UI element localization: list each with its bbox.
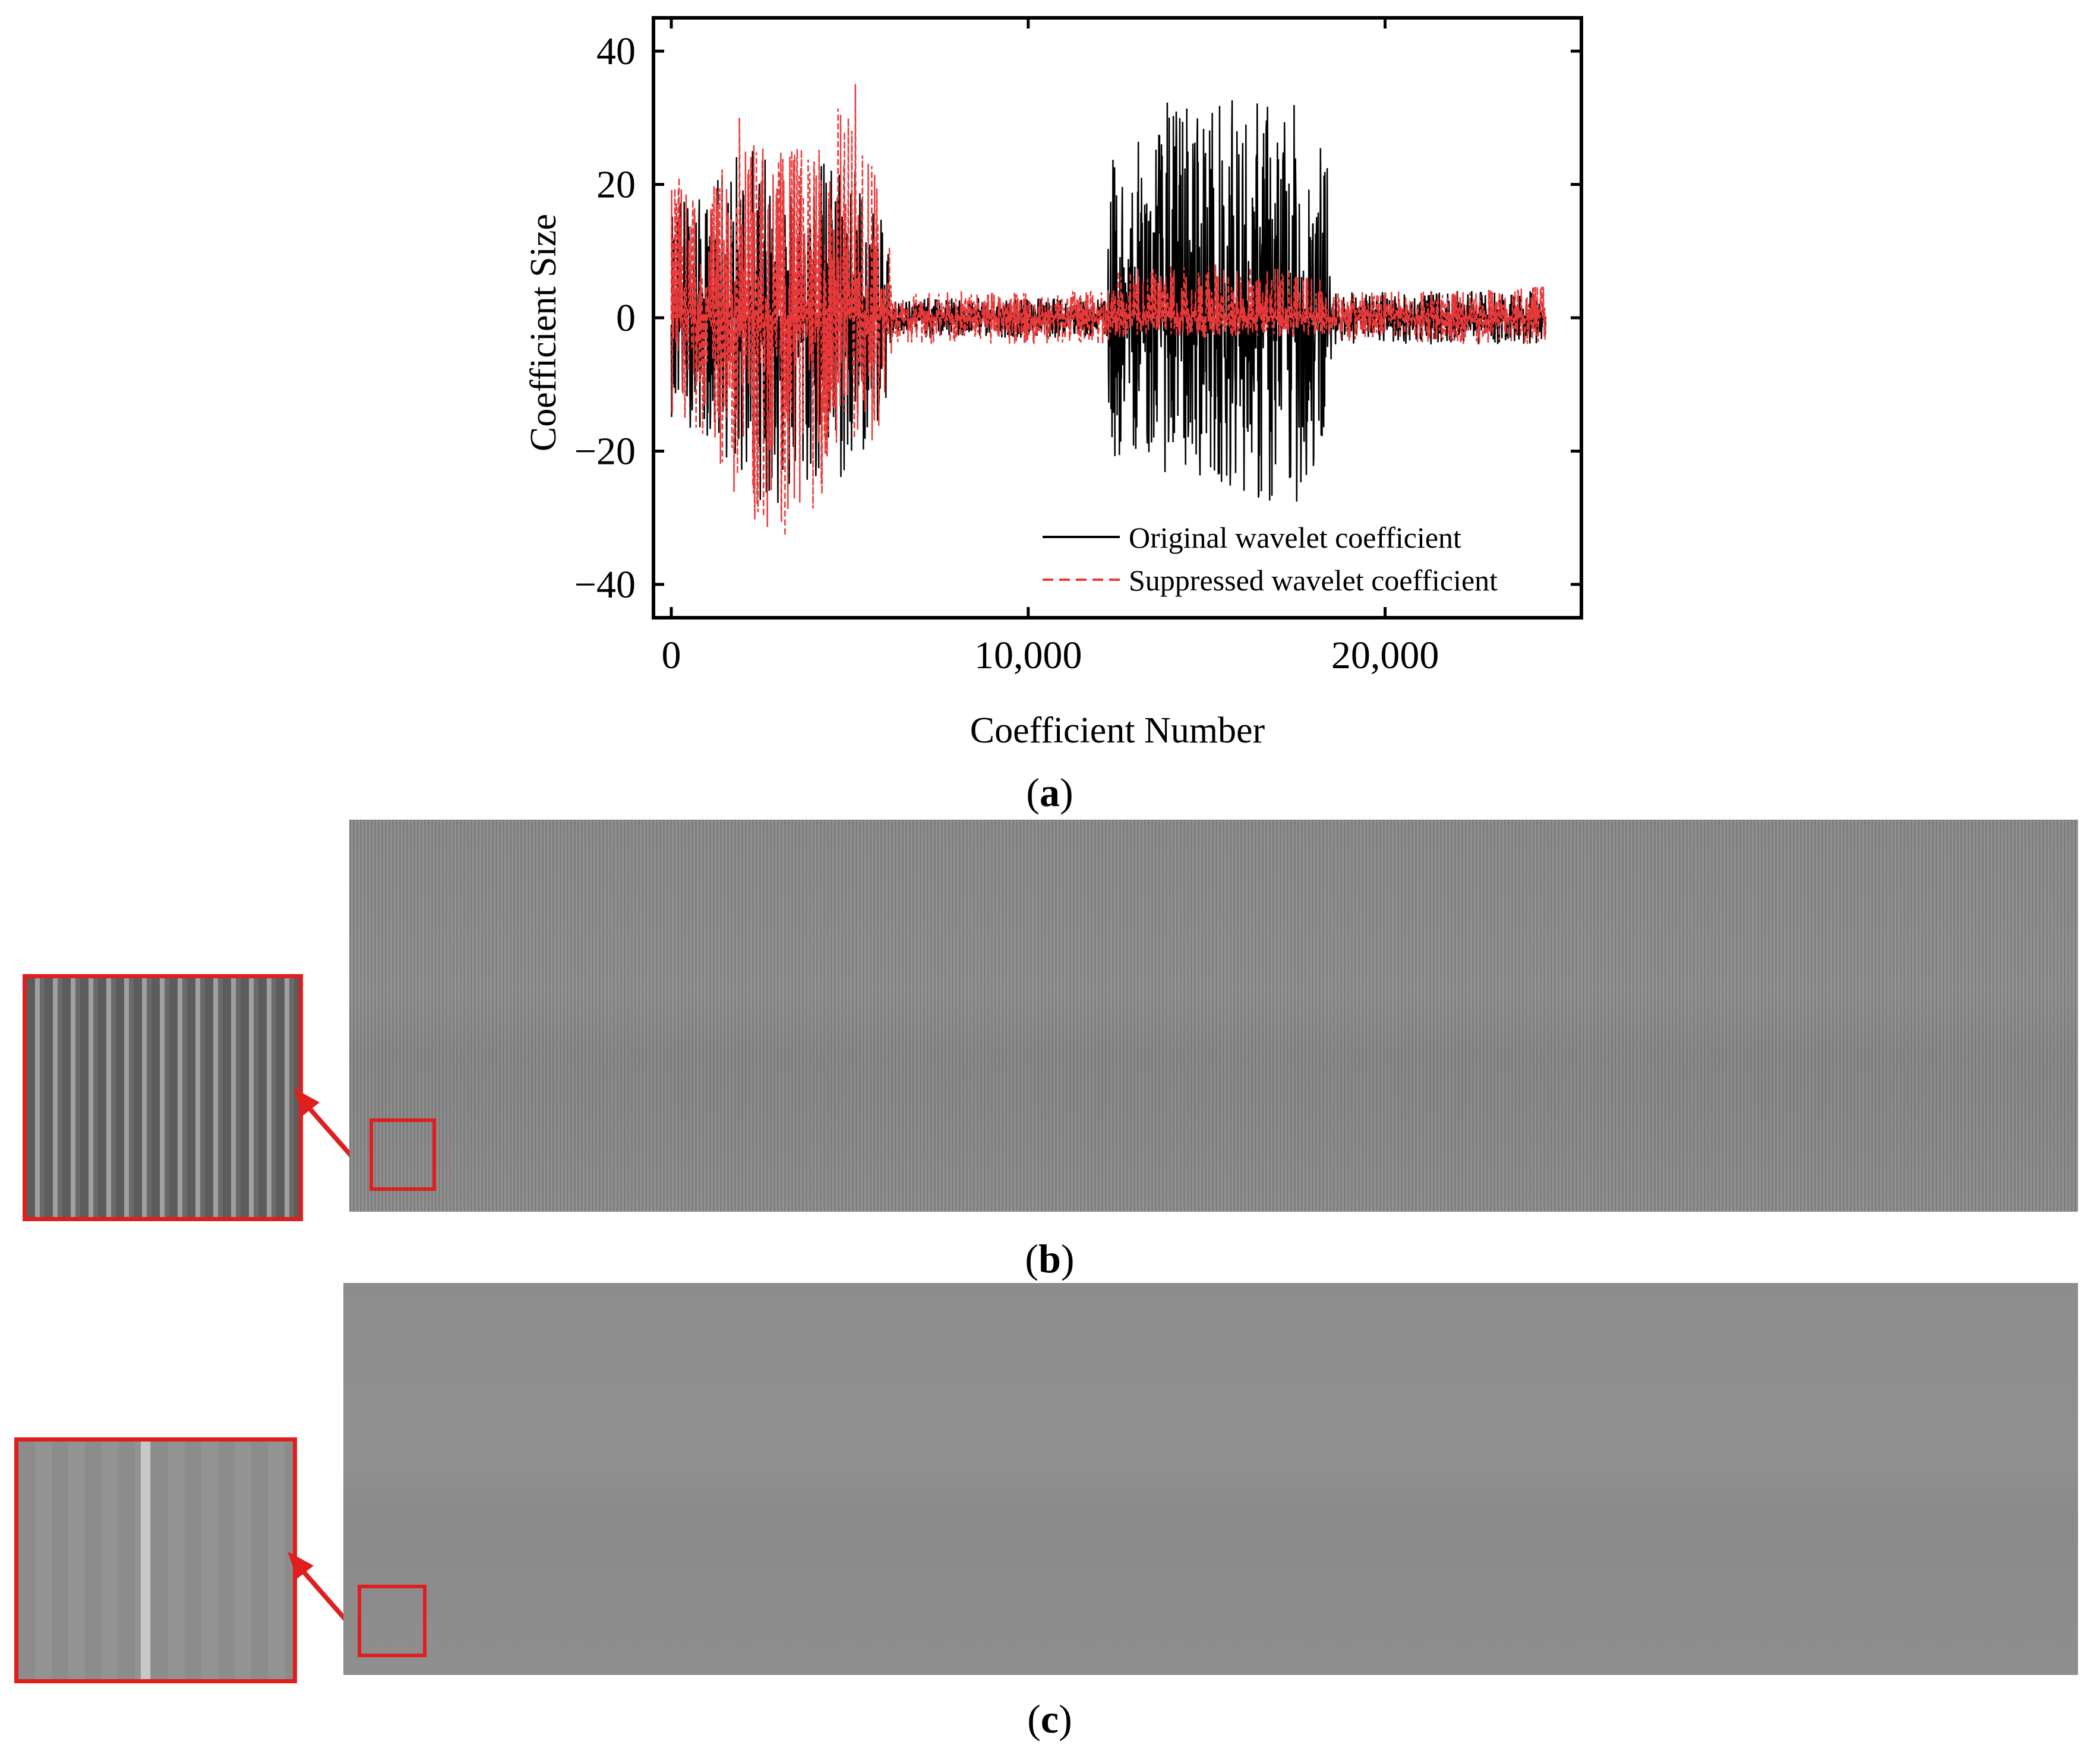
wavelet-image-suppressed	[343, 1283, 2078, 1675]
y-tick-label-3: −20	[574, 429, 636, 473]
y-axis-label: Coefficient Size	[523, 214, 564, 451]
y-tick-label-1: 20	[596, 163, 636, 207]
x-tick-label-0: 0	[662, 634, 681, 677]
series-line-1	[670, 84, 1547, 536]
zoom-inset-b	[23, 974, 303, 1221]
y-tick-label-0: 40	[596, 30, 636, 73]
panel-b	[0, 820, 2100, 1221]
highlight-box-c	[358, 1585, 427, 1657]
caption-a: (a)	[1026, 770, 1073, 815]
series-suppressed-wavelet-coefficient	[670, 84, 1547, 536]
x-axis-ticks: 0 10,000 20,000	[662, 18, 1439, 677]
legend: Original wavelet coefficient Suppressed …	[1043, 521, 1498, 597]
panel-c	[0, 1283, 2100, 1683]
x-axis-label: Coefficient Number	[970, 710, 1265, 751]
legend-label-original: Original wavelet coefficient	[1129, 521, 1461, 554]
y-axis-ticks: 40 20 0 −20 −40	[574, 30, 1581, 606]
x-tick-label-2: 20,000	[1331, 634, 1439, 677]
caption-c: (c)	[1027, 1696, 1072, 1741]
highlight-box-b	[370, 1118, 436, 1191]
x-tick-label-1: 10,000	[974, 634, 1082, 677]
caption-b: (b)	[1025, 1236, 1075, 1281]
y-tick-label-4: −40	[574, 563, 636, 606]
wavelet-coefficient-chart: 0 10,000 20,000 40 20 0 −20 −40 Coefficient Nu…	[523, 16, 1583, 751]
y-tick-label-2: 0	[616, 296, 636, 340]
legend-label-suppressed: Suppressed wavelet coefficient	[1129, 564, 1498, 597]
zoom-inset-c	[14, 1437, 297, 1683]
wavelet-image-original	[349, 820, 2078, 1212]
